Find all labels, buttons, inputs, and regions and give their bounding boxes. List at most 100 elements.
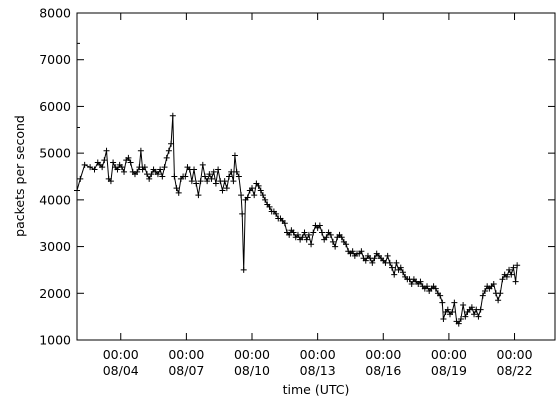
- x-tick-date-label: 08/13: [300, 363, 336, 378]
- data-point-marker: [512, 278, 519, 285]
- data-point-marker: [338, 234, 345, 241]
- data-point-marker: [408, 280, 415, 287]
- plot-frame: [76, 12, 556, 341]
- data-point-marker: [369, 259, 376, 266]
- data-point-marker: [107, 178, 114, 185]
- data-point-marker: [451, 299, 458, 306]
- data-point-marker: [141, 164, 148, 171]
- data-point-marker: [471, 311, 478, 318]
- data-point-marker: [323, 234, 330, 241]
- data-point-marker: [259, 192, 266, 199]
- data-point-marker: [171, 173, 178, 180]
- x-axis-label: time (UTC): [283, 382, 350, 397]
- x-tick-time-label: 00:00: [300, 347, 336, 362]
- data-point-marker: [226, 173, 233, 180]
- data-point-marker: [329, 238, 336, 245]
- data-point-marker: [332, 243, 339, 250]
- data-point-marker: [197, 178, 204, 185]
- data-point-marker: [301, 229, 308, 236]
- data-point-marker: [76, 40, 80, 47]
- data-point-marker: [121, 168, 128, 175]
- data-point-marker: [358, 248, 365, 255]
- data-point-marker: [114, 166, 121, 173]
- data-point-marker: [510, 264, 517, 271]
- data-point-marker: [188, 178, 195, 185]
- data-point-marker: [399, 269, 406, 276]
- data-point-marker: [495, 297, 502, 304]
- data-point-marker: [146, 175, 153, 182]
- data-point-marker: [384, 252, 391, 259]
- data-point-marker: [439, 299, 446, 306]
- data-point-marker: [101, 157, 108, 164]
- data-point-marker: [159, 173, 166, 180]
- data-point-marker: [490, 280, 497, 287]
- data-point-marker: [262, 196, 269, 203]
- data-point-marker: [303, 236, 310, 243]
- data-point-marker: [223, 185, 230, 192]
- data-point-marker: [386, 259, 393, 266]
- data-point-marker: [231, 152, 238, 159]
- y-tick-label: 4000: [39, 192, 71, 207]
- data-point-marker: [371, 255, 378, 262]
- x-tick-date-label: 08/07: [168, 363, 204, 378]
- data-point-marker: [449, 308, 456, 315]
- data-point-marker: [118, 164, 125, 171]
- data-point-marker: [77, 175, 84, 182]
- data-point-marker: [221, 178, 228, 185]
- data-point-marker: [208, 175, 215, 182]
- data-point-marker: [499, 276, 506, 283]
- data-point-marker: [244, 194, 251, 201]
- data-point-marker: [249, 185, 256, 192]
- data-point-marker: [273, 210, 280, 217]
- data-point-marker: [397, 264, 404, 271]
- data-point-marker: [81, 161, 88, 168]
- data-point-marker: [432, 285, 439, 292]
- data-point-marker: [503, 273, 510, 280]
- data-point-marker: [343, 241, 350, 248]
- data-point-marker: [424, 283, 431, 290]
- data-point-marker: [462, 313, 469, 320]
- data-point-marker: [74, 187, 80, 194]
- data-point-marker: [204, 178, 211, 185]
- data-point-marker: [193, 180, 200, 187]
- data-point-marker: [349, 248, 356, 255]
- data-point-marker: [481, 287, 488, 294]
- data-point-marker: [206, 171, 213, 178]
- y-tick-label: 1000: [39, 333, 71, 348]
- y-tick-label: 8000: [39, 6, 71, 21]
- x-axis: 00:0008/0400:0008/0700:0008/1000:0008/13…: [103, 13, 533, 378]
- y-tick-label: 2000: [39, 286, 71, 301]
- data-point-marker: [110, 159, 117, 166]
- y-tick-label: 5000: [39, 146, 71, 161]
- x-tick-date-label: 08/04: [103, 363, 139, 378]
- y-axis: 1000 2000 3000 4000 5000 6000 7000 8000: [39, 6, 555, 348]
- y-tick-label: 6000: [39, 99, 71, 114]
- data-point-marker: [230, 178, 237, 185]
- data-point-marker: [468, 304, 475, 311]
- series-line: [77, 115, 518, 325]
- y-tick-label: 3000: [39, 239, 71, 254]
- data-point-marker: [308, 241, 315, 248]
- data-point-marker: [316, 222, 323, 229]
- data-point-marker: [137, 147, 144, 154]
- data-point-marker: [199, 161, 206, 168]
- x-tick-date-label: 08/16: [365, 363, 401, 378]
- data-point-marker: [460, 301, 467, 308]
- data-point-marker: [240, 266, 247, 273]
- data-point-marker: [87, 164, 94, 171]
- data-point-marker: [127, 159, 134, 166]
- data-point-marker: [233, 168, 240, 175]
- data-point-marker: [91, 166, 98, 173]
- data-point-marker: [168, 140, 175, 147]
- data-point-marker: [444, 306, 451, 313]
- data-point-marker: [389, 264, 396, 271]
- x-tick-date-label: 08/19: [431, 363, 467, 378]
- data-point-marker: [327, 231, 334, 238]
- data-point-marker: [437, 292, 444, 299]
- data-point-marker: [136, 164, 143, 171]
- data-point-marker: [310, 229, 317, 236]
- data-point-marker: [148, 171, 155, 178]
- data-point-marker: [201, 173, 208, 180]
- data-point-marker: [76, 124, 80, 131]
